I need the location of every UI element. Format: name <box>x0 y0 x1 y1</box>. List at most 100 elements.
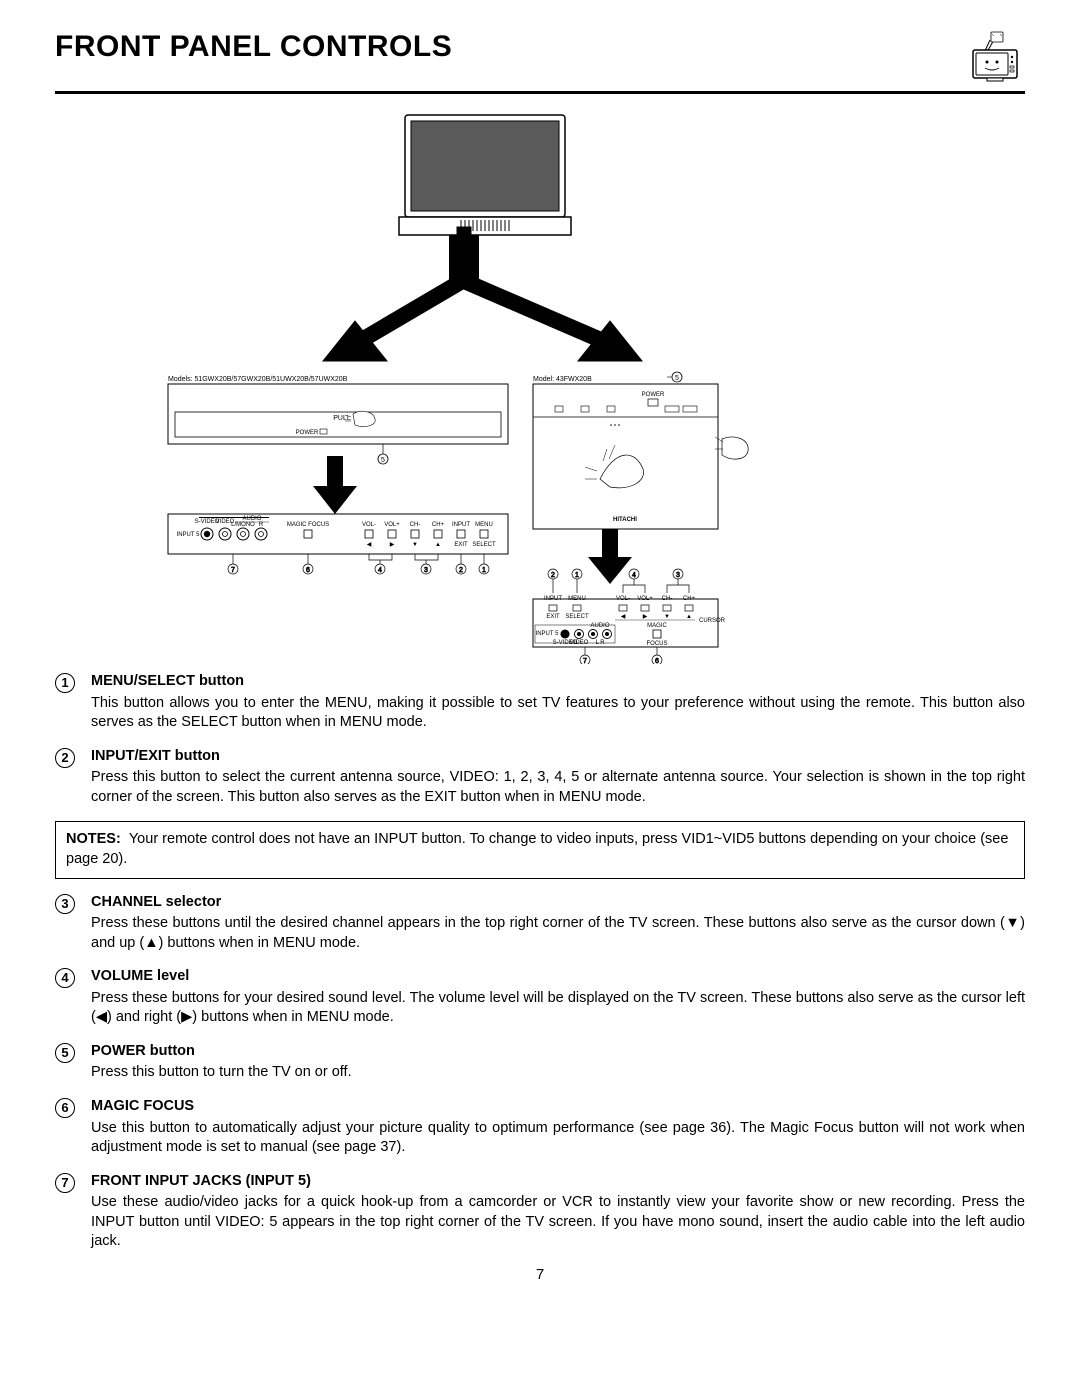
diagram-area: PULL POWER Models: 51GWX20B/57GWX20B/51U… <box>55 109 1025 664</box>
side-hand <box>715 437 748 459</box>
svg-text:HITACHI: HITACHI <box>613 517 637 523</box>
desc-item-6: 6 MAGIC FOCUS Use this button to automat… <box>55 1097 1025 1158</box>
circled-2: 2 <box>55 748 75 768</box>
svg-text:5: 5 <box>381 457 385 464</box>
svg-text:6: 6 <box>655 658 659 664</box>
left-wide-panel: PULL POWER <box>168 384 508 444</box>
svg-text:▲: ▲ <box>435 542 441 548</box>
item-text: Press these buttons for your desired sou… <box>91 990 1025 1026</box>
item-text: Use this button to automatically adjust … <box>91 1120 1025 1156</box>
svg-text:7: 7 <box>231 567 235 574</box>
svg-text:MENU: MENU <box>475 522 493 528</box>
item-label: MAGIC FOCUS <box>91 1097 1025 1117</box>
notes-box: NOTES: Your remote control does not have… <box>55 821 1025 878</box>
right-down-arrow <box>588 529 632 584</box>
svg-text:INPUT: INPUT <box>452 522 470 528</box>
left-control-strip: INPUT 5 S-VIDEO VIDEO AUDIO L/MONO R MAG… <box>168 514 508 554</box>
svg-text:◀: ◀ <box>367 542 372 548</box>
desc-item-1: 1 MENU/SELECT button This button allows … <box>55 672 1025 733</box>
svg-text:CH+: CH+ <box>683 596 696 602</box>
svg-text:MAGIC FOCUS: MAGIC FOCUS <box>287 522 329 528</box>
svg-text:MAGIC: MAGIC <box>647 623 667 629</box>
svg-text:Model: 43FWX20B: Model: 43FWX20B <box>533 376 592 383</box>
svg-text:▼: ▼ <box>412 542 418 548</box>
item-label: VOLUME level <box>91 967 1025 987</box>
svg-text:▶: ▶ <box>643 614 648 620</box>
svg-text:POWER: POWER <box>642 392 665 398</box>
svg-text:INPUT: INPUT <box>544 596 562 602</box>
item-text: Press this button to turn the TV on or o… <box>91 1064 352 1080</box>
svg-text:FOCUS: FOCUS <box>647 641 668 647</box>
svg-text:3: 3 <box>676 572 680 579</box>
svg-text:▼: ▼ <box>664 614 670 620</box>
desc-item-2: 2 INPUT/EXIT button Press this button to… <box>55 747 1025 808</box>
tv-graphic <box>399 115 571 235</box>
svg-text:▲: ▲ <box>686 614 692 620</box>
circled-7: 7 <box>55 1173 75 1193</box>
svg-text:VOL+: VOL+ <box>637 596 653 602</box>
svg-text:4: 4 <box>378 567 382 574</box>
notes-text: Your remote control does not have an INP… <box>66 831 1008 867</box>
desc-item-7: 7 FRONT INPUT JACKS (INPUT 5) Use these … <box>55 1172 1025 1252</box>
svg-text:POWER: POWER <box>296 430 319 436</box>
svg-text:L/MONO: L/MONO <box>231 522 255 528</box>
svg-text:VOL-: VOL- <box>362 522 376 528</box>
svg-text:SELECT: SELECT <box>472 542 496 548</box>
svg-text:1: 1 <box>482 567 486 574</box>
tv-cartoon-icon <box>965 30 1025 87</box>
desc-item-4: 4 VOLUME level Press these buttons for y… <box>55 967 1025 1028</box>
page-number: 7 <box>55 1266 1025 1283</box>
circled-4: 4 <box>55 968 75 988</box>
item-text: Press this button to select the current … <box>91 769 1025 805</box>
svg-text:2: 2 <box>551 572 555 579</box>
svg-text:CURSOR: CURSOR <box>699 618 726 624</box>
item-text: Press these buttons until the desired ch… <box>91 915 1025 951</box>
svg-text:3: 3 <box>424 567 428 574</box>
svg-text:INPUT 5: INPUT 5 <box>177 532 201 538</box>
desc-item-3: 3 CHANNEL selector Press these buttons u… <box>55 893 1025 954</box>
item-label: CHANNEL selector <box>91 893 1025 913</box>
circled-6: 6 <box>55 1098 75 1118</box>
descriptions-2: 3 CHANNEL selector Press these buttons u… <box>55 893 1025 1252</box>
svg-text:7: 7 <box>583 658 587 664</box>
right-bottom-callouts: 7 6 <box>580 647 662 664</box>
page-title: FRONT PANEL CONTROLS <box>55 30 452 64</box>
svg-text:SELECT: SELECT <box>565 614 589 620</box>
svg-text:R: R <box>259 522 264 528</box>
models-label: Models: 51GWX20B/57GWX20B/51UWX20B/57UWX… <box>168 376 348 383</box>
svg-text:◀: ◀ <box>621 614 626 620</box>
svg-text:▶: ▶ <box>390 542 395 548</box>
notes-label: NOTES: <box>66 831 121 847</box>
item-text: Use these audio/video jacks for a quick … <box>91 1194 1025 1249</box>
left-down-arrow <box>313 456 357 514</box>
svg-text:5: 5 <box>675 375 679 382</box>
svg-text:MENU: MENU <box>568 596 586 602</box>
item-label: POWER button <box>91 1042 1025 1062</box>
svg-text:L R: L R <box>595 640 605 646</box>
svg-text:1: 1 <box>575 572 579 579</box>
svg-text:6: 6 <box>306 567 310 574</box>
svg-text:INPUT 5: INPUT 5 <box>536 631 560 637</box>
svg-text:4: 4 <box>632 572 636 579</box>
branch-arrows <box>323 227 642 389</box>
left-callouts: 7 6 4 3 2 1 <box>228 554 489 574</box>
svg-text:2: 2 <box>459 567 463 574</box>
svg-text:VOL+: VOL+ <box>384 522 400 528</box>
right-panel: Model: 43FWX20B POWER HITACHI <box>533 376 718 529</box>
desc-item-5: 5 POWER button Press this button to turn… <box>55 1042 1025 1083</box>
title-underline <box>55 91 1025 94</box>
circled-3: 3 <box>55 894 75 914</box>
right-control-strip: INPUT EXIT MENU SELECT VOL- ◀ VOL+ ▶ CH-… <box>533 596 726 647</box>
svg-text:CH+: CH+ <box>432 522 445 528</box>
item-text: This button allows you to enter the MENU… <box>91 695 1025 731</box>
svg-text:CH-: CH- <box>662 596 673 602</box>
item-label: FRONT INPUT JACKS (INPUT 5) <box>91 1172 1025 1192</box>
item-label: INPUT/EXIT button <box>91 747 1025 767</box>
circled-1: 1 <box>55 673 75 693</box>
svg-text:AUDIO: AUDIO <box>590 623 609 629</box>
descriptions: 1 MENU/SELECT button This button allows … <box>55 672 1025 807</box>
circled-5: 5 <box>55 1043 75 1063</box>
svg-text:VOL-: VOL- <box>616 596 630 602</box>
svg-text:EXIT: EXIT <box>454 542 468 548</box>
item-label: MENU/SELECT button <box>91 672 1025 692</box>
